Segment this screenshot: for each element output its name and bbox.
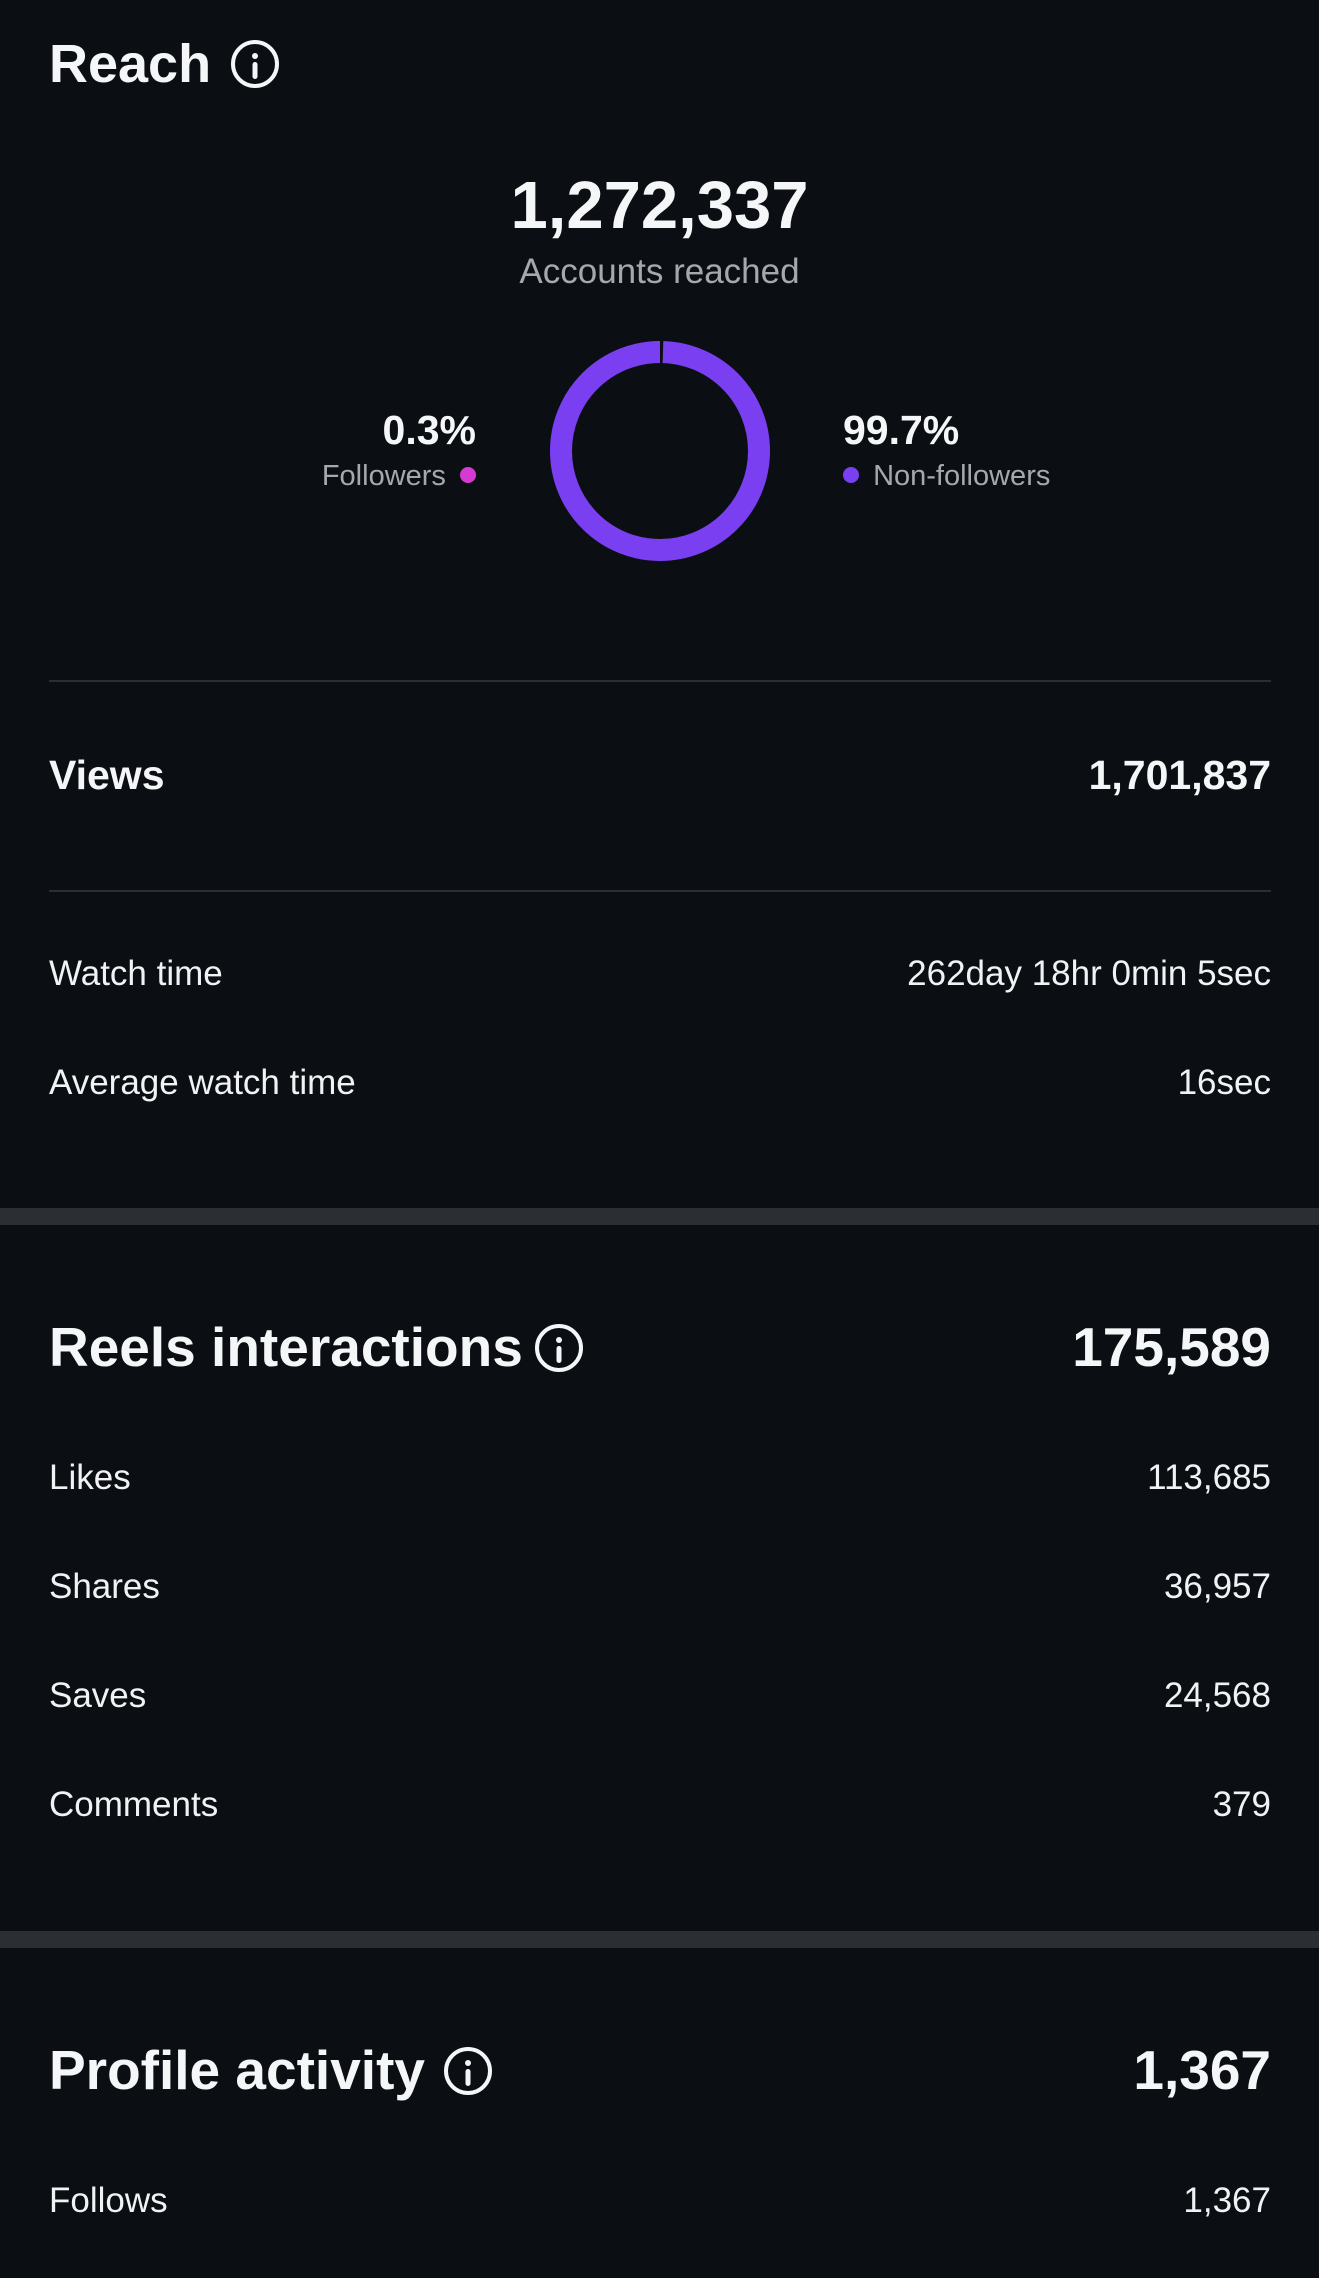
views-value: 1,701,837 [1088,752,1271,798]
views-label: Views [49,752,165,798]
shares-value: 36,957 [1163,1567,1271,1606]
reach-donut-chart [550,338,770,561]
profile-activity-total: 1,367 [1133,2039,1271,2101]
non-followers-dot [843,467,859,484]
accounts-reached-value: 1,272,337 [510,168,809,243]
profile-activity-info-icon[interactable] [444,2047,492,2095]
watch-time-label: Watch time [49,954,223,993]
shares-label: Shares [49,1567,160,1606]
follows-value: 1,367 [1183,2181,1271,2220]
watch-time-value: 262day 18hr 0min 5sec [907,954,1271,993]
non-followers-percent: 99.7% [843,407,960,453]
divider-after-views [49,890,1271,892]
donut-track [550,341,770,561]
saves-label: Saves [49,1676,147,1715]
profile-activity-title: Profile activity [49,2039,425,2101]
avg-watch-time-value: 16sec [1177,1063,1271,1102]
likes-value: 113,685 [1147,1458,1271,1497]
followers-label: Followers [321,460,446,492]
followers-legend: Followers [322,462,476,491]
non-followers-legend: Non-followers [843,462,1050,491]
section-separator-2 [0,1931,1319,1948]
non-followers-label: Non-followers [873,460,1051,492]
divider-after-reach [49,680,1271,682]
reels-interactions-total: 175,589 [1072,1316,1271,1378]
reels-interactions-info-icon[interactable] [535,1324,583,1372]
comments-label: Comments [49,1785,219,1824]
avg-watch-time-label: Average watch time [49,1063,356,1102]
followers-percent: 0.3% [382,407,476,453]
reach-info-icon[interactable] [231,40,279,88]
reels-interactions-title: Reels interactions [49,1316,523,1378]
comments-value: 379 [1212,1785,1271,1824]
follows-label: Follows [49,2181,168,2220]
section-separator-1 [0,1208,1319,1225]
accounts-reached-label: Accounts reached [519,252,800,291]
reach-title: Reach [49,34,212,94]
followers-dot [460,467,476,484]
likes-label: Likes [49,1458,131,1497]
saves-value: 24,568 [1163,1676,1271,1715]
